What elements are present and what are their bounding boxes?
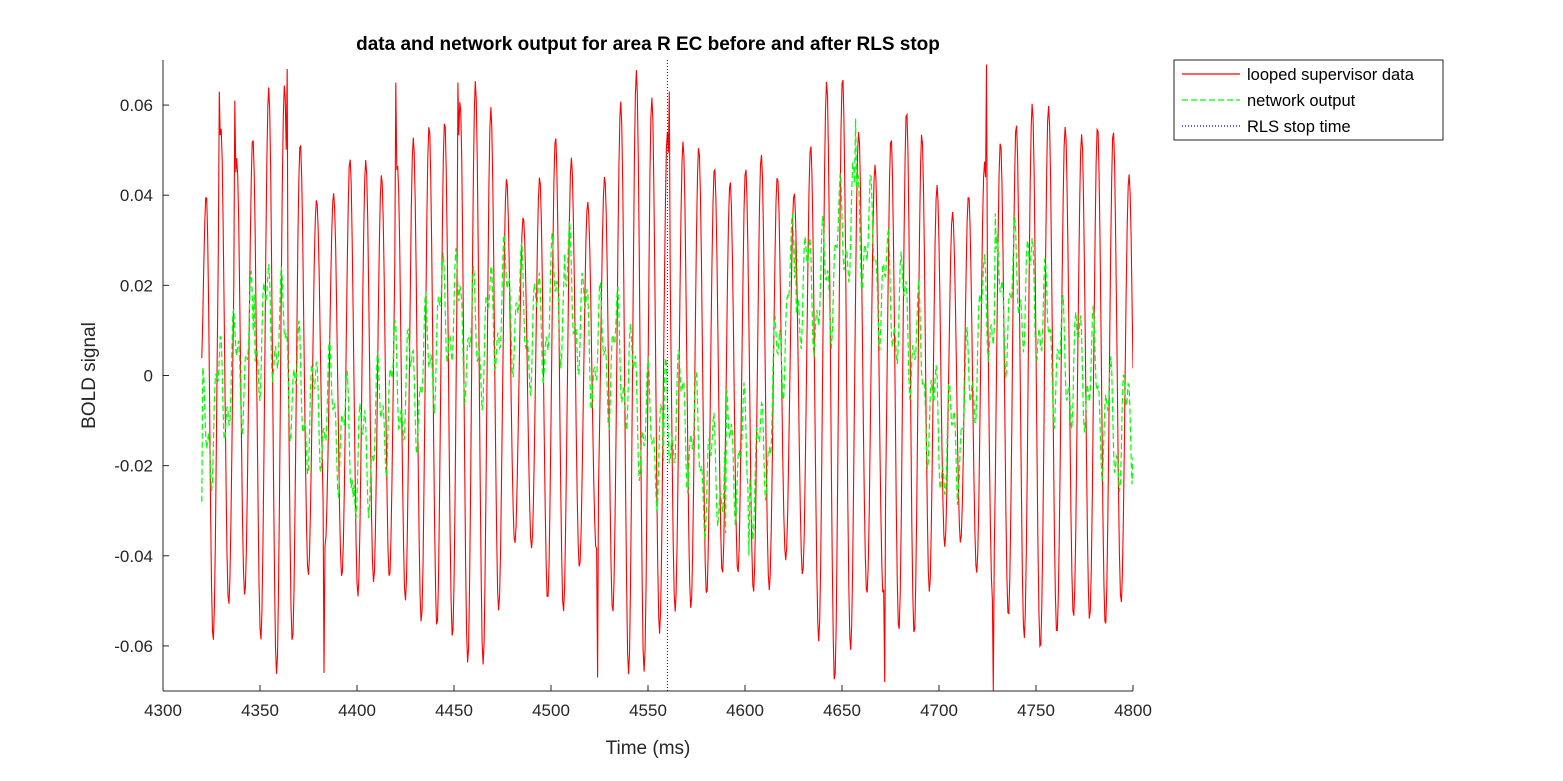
y-tick-label: -0.02 <box>114 457 153 476</box>
axis-layer: 4300 4350 4400 4450 4500 4550 4600 4650 4700 4750… <box>114 60 1152 720</box>
y-tick-label: 0 <box>144 367 153 386</box>
y-tick-label: -0.06 <box>114 637 153 656</box>
y-tick-label: 0.04 <box>120 186 153 205</box>
series-network-output <box>201 118 1133 556</box>
x-tick-label: 4300 <box>144 701 182 720</box>
x-tick-label: 4500 <box>532 701 570 720</box>
x-tick-label: 4450 <box>435 701 473 720</box>
x-tick-label: 4600 <box>726 701 764 720</box>
legend-label: looped supervisor data <box>1247 66 1415 84</box>
legend: looped supervisor data network output RLS … <box>1173 59 1444 141</box>
legend-label: RLS stop time <box>1247 118 1351 136</box>
y-axis-label: BOLD signal <box>79 322 100 429</box>
y-tick-label: 0.06 <box>120 96 153 115</box>
y-tick-label: 0.02 <box>120 276 153 295</box>
x-axis-label: Time (ms) <box>606 738 691 759</box>
x-tick-label: 4750 <box>1017 701 1055 720</box>
chart-title: data and network output for area R EC be… <box>356 34 940 55</box>
x-tick-label: 4800 <box>1114 701 1152 720</box>
x-tick-label: 4650 <box>823 701 861 720</box>
x-tick-label: 4400 <box>338 701 376 720</box>
series-looped-supervisor-data <box>201 64 1133 691</box>
x-tick-label: 4350 <box>241 701 279 720</box>
y-tick-label: -0.04 <box>114 547 153 566</box>
x-tick-label: 4550 <box>629 701 667 720</box>
legend-label: network output <box>1247 92 1356 110</box>
x-tick-label: 4700 <box>920 701 958 720</box>
plot-area: 4300 4350 4400 4450 4500 4550 4600 4650 4700 4750… <box>114 60 1152 720</box>
data-layer <box>201 60 1133 691</box>
